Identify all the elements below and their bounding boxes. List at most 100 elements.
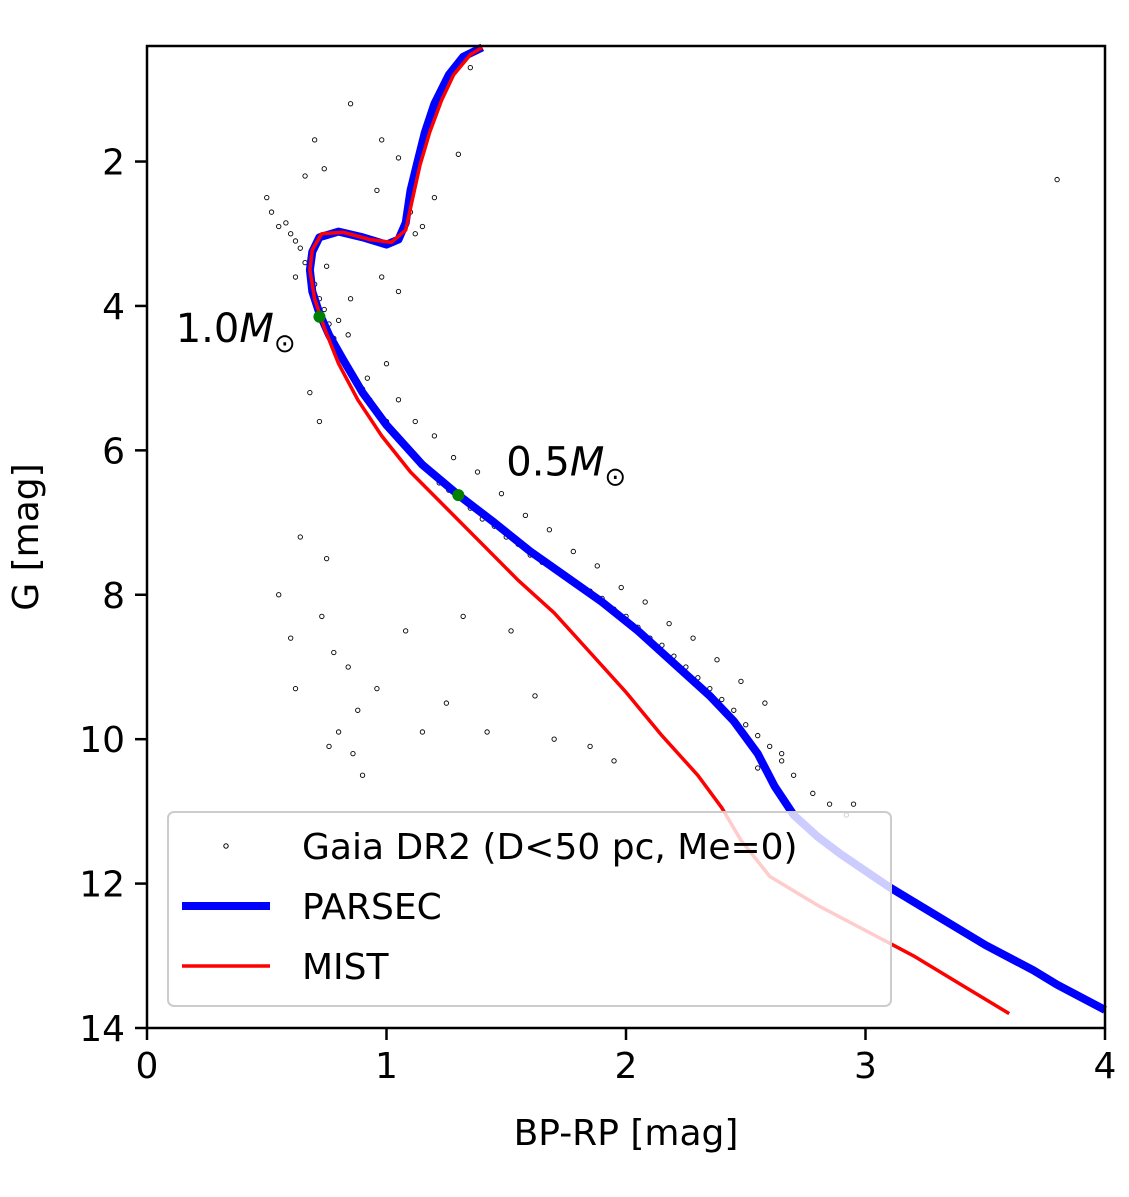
mass-marker: [313, 310, 326, 323]
gaia-point: [690, 635, 696, 641]
y-axis: 2 4 6 8 10 12 14: [79, 143, 147, 1050]
gaia-point: [767, 743, 773, 750]
gaia-point: [335, 317, 342, 324]
gaia-point: [288, 635, 294, 641]
gaia-point: [618, 584, 624, 591]
gaia-point: [292, 685, 299, 692]
gaia-point: [297, 534, 303, 540]
gaia-point: [1054, 176, 1060, 183]
x-tick-label: 2: [615, 1046, 638, 1087]
gaia-point: [412, 418, 418, 425]
gaia-point: [467, 65, 473, 71]
gaia-point: [321, 166, 327, 172]
gaia-point: [431, 433, 438, 439]
gaia-point: [350, 750, 356, 757]
gaia-point: [374, 685, 380, 692]
gaia-point: [594, 563, 600, 569]
gaia-point: [460, 613, 466, 620]
x-tick-label: 0: [136, 1046, 159, 1087]
gaia-point: [268, 209, 275, 215]
gaia-point: [331, 649, 337, 656]
gaia-point: [551, 736, 557, 742]
gaia-point: [345, 332, 351, 338]
gaia-point: [474, 469, 481, 475]
x-axis-label: BP-RP [mag]: [514, 1113, 739, 1154]
gaia-point: [319, 613, 325, 620]
x-tick-label: 1: [375, 1046, 398, 1087]
gaia-point: [714, 657, 720, 663]
gaia-point: [292, 274, 299, 280]
gaia-point: [292, 238, 299, 244]
gaia-point: [611, 758, 617, 764]
gaia-point: [364, 375, 370, 381]
gaia-point: [779, 750, 785, 757]
y-tick-label: 14: [79, 1009, 125, 1050]
gaia-point: [355, 707, 361, 713]
y-tick-label: 6: [102, 431, 125, 472]
gaia-point: [666, 620, 672, 627]
gaia-point: [738, 678, 744, 685]
gaia-point: [264, 194, 270, 201]
gaia-point: [522, 512, 529, 518]
gaia-point: [302, 173, 308, 179]
gaia-point: [379, 274, 385, 280]
gaia-point: [311, 137, 318, 143]
gaia-point: [347, 296, 354, 302]
gaia-point: [374, 187, 380, 194]
y-tick-label: 10: [79, 720, 125, 761]
gaia-point: [532, 693, 538, 699]
gaia-point: [546, 527, 553, 533]
gaia-point: [359, 772, 366, 778]
gaia-point: [826, 801, 833, 807]
y-axis-label: G [mag]: [6, 463, 47, 610]
y-tick-label: 2: [102, 143, 125, 184]
gaia-point: [850, 801, 857, 807]
gaia-point: [484, 729, 490, 735]
gaia-point: [755, 765, 761, 771]
x-tick-label: 3: [854, 1046, 877, 1087]
gaia-point: [419, 729, 426, 735]
mass-annotation: 1.0M⊙: [176, 306, 296, 359]
gaia-point: [395, 397, 402, 403]
gaia-point: [283, 220, 289, 226]
gaia-point: [345, 664, 351, 670]
gaia-point: [276, 592, 282, 598]
gaia-point: [779, 758, 785, 764]
gaia-point: [755, 732, 761, 739]
gaia-point: [326, 743, 332, 750]
gaia-point: [307, 389, 313, 396]
legend-box: [167, 811, 892, 1007]
gaia-point: [810, 790, 816, 796]
gaia-point: [791, 772, 797, 778]
gaia-point: [395, 155, 402, 161]
gaia-point: [431, 194, 438, 201]
mass-marker: [452, 489, 465, 502]
gaia-point: [403, 628, 409, 634]
gaia-point: [323, 556, 330, 562]
gaia-point: [412, 231, 418, 237]
legend-swatch-gaia: [223, 843, 229, 849]
gaia-point: [570, 548, 576, 555]
gaia-point: [419, 223, 426, 230]
mass-annotation: 0.5M⊙: [506, 440, 626, 493]
legend: Gaia DR2 (D<50 pc, Me=0) PARSEC MIST: [167, 811, 892, 1007]
legend-label-mist: MIST: [302, 947, 390, 988]
gaia-point: [450, 454, 457, 461]
x-axis: 0 1 2 3 4: [136, 1028, 1116, 1087]
marker-layer: [313, 310, 465, 502]
gaia-point: [731, 707, 737, 713]
gaia-point: [288, 231, 294, 237]
gaia-point: [642, 599, 648, 605]
gaia-point: [347, 101, 354, 107]
gaia-point: [587, 743, 593, 750]
legend-label-parsec: PARSEC: [302, 887, 442, 928]
gaia-point: [297, 245, 303, 251]
annotation-layer: 1.0M⊙ 0.5M⊙: [176, 306, 626, 493]
y-tick-label: 12: [79, 865, 125, 906]
legend-label-gaia: Gaia DR2 (D<50 pc, Me=0): [302, 827, 798, 868]
gaia-point: [762, 700, 768, 706]
gaia-point: [508, 628, 514, 634]
gaia-point: [498, 491, 505, 497]
gaia-point: [276, 223, 282, 230]
